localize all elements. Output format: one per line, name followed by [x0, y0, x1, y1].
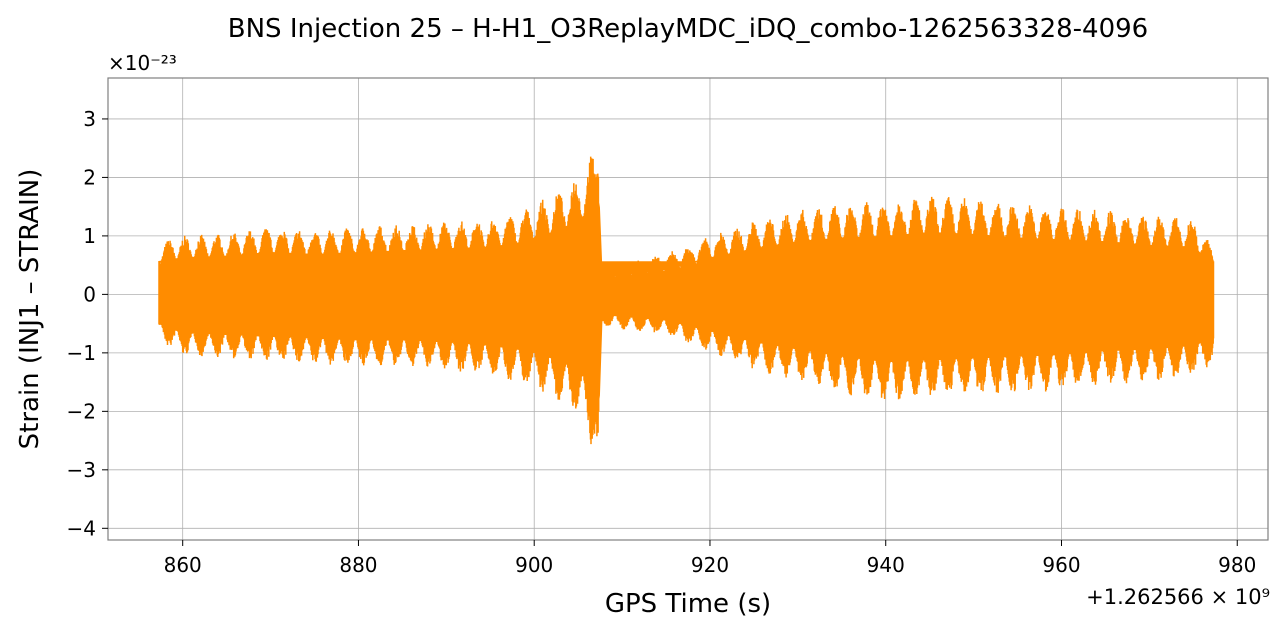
x-tick-label: 860	[164, 553, 202, 577]
y-tick-label: −4	[67, 516, 96, 540]
y-axis-label: Strain (INJ1 – STRAIN)	[15, 169, 45, 450]
x-tick-label: 900	[515, 553, 553, 577]
x-tick-label: 920	[691, 553, 729, 577]
y-tick-label: 2	[83, 165, 96, 189]
y-tick-label: 1	[83, 224, 96, 248]
y-tick-label: −3	[67, 458, 96, 482]
y-tick-label: −2	[67, 399, 96, 423]
x-offset-label: +1.262566 × 10⁹	[1086, 585, 1270, 609]
x-axis-label: GPS Time (s)	[605, 589, 771, 619]
x-tick-label: 980	[1218, 553, 1256, 577]
x-axis-ticks: 860 880 900 920 940 960 980	[164, 540, 1256, 577]
y-tick-label: 0	[83, 282, 96, 306]
y-axis-ticks: −4 −3 −2 −1 0 1 2 3	[67, 107, 108, 540]
chart-title: BNS Injection 25 – H-H1_O3ReplayMDC_iDQ_…	[228, 14, 1148, 44]
strain-series-line	[158, 156, 1215, 445]
x-tick-label: 940	[867, 553, 905, 577]
plot-frame	[107, 77, 1269, 541]
x-tick-label: 960	[1042, 553, 1080, 577]
y-multiplier-label: ×10⁻²³	[108, 51, 177, 75]
y-tick-label: −1	[67, 341, 96, 365]
x-tick-label: 880	[339, 553, 377, 577]
y-tick-label: 3	[83, 107, 96, 131]
